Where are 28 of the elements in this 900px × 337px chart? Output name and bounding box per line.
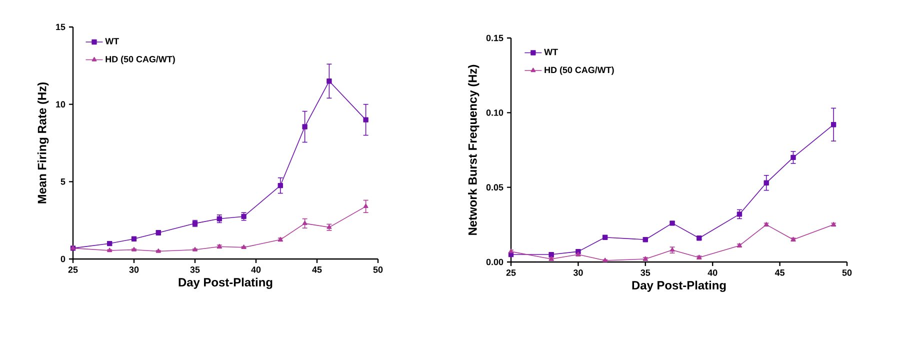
x-tick-label: 30 — [573, 270, 583, 276]
x-tick-label: 40 — [251, 266, 261, 273]
y-tick-label: 10 — [56, 101, 66, 108]
x-tick-label: 30 — [129, 266, 139, 273]
y-tick-label: 15 — [56, 24, 66, 30]
x-tick-label: 45 — [774, 270, 785, 276]
x-tick-label: 50 — [842, 270, 852, 276]
x-tick-label: 45 — [312, 266, 322, 273]
y-tick-label: 0.00 — [486, 258, 504, 266]
y-axis-title: Network Burst Frequency (Hz) — [468, 64, 480, 235]
legend-label: HD (50 CAG/WT) — [544, 66, 614, 75]
y-tick-label: 0 — [60, 256, 66, 262]
y-tick-label: 0.15 — [486, 34, 504, 42]
x-tick-label: 35 — [640, 270, 650, 276]
x-tick-label: 25 — [506, 270, 516, 276]
y-tick-label: 0.05 — [486, 184, 504, 191]
legend-label: WT — [544, 48, 558, 56]
y-tick-label: 0.10 — [486, 109, 504, 116]
y-axis-title: Mean Firing Rate (Hz) — [37, 82, 49, 204]
y-tick-label: 5 — [60, 178, 66, 185]
x-tick-label: 50 — [373, 266, 383, 273]
x-tick-label: 35 — [190, 266, 200, 273]
x-tick-label: 40 — [708, 270, 718, 276]
x-axis-title: Day Post-Plating — [178, 278, 272, 289]
legend-label: HD (50 CAG/WT) — [106, 56, 175, 64]
x-tick-label: 25 — [68, 266, 78, 273]
x-axis-title: Day Post-Plating — [632, 280, 726, 292]
legend-label: WT — [105, 38, 119, 44]
